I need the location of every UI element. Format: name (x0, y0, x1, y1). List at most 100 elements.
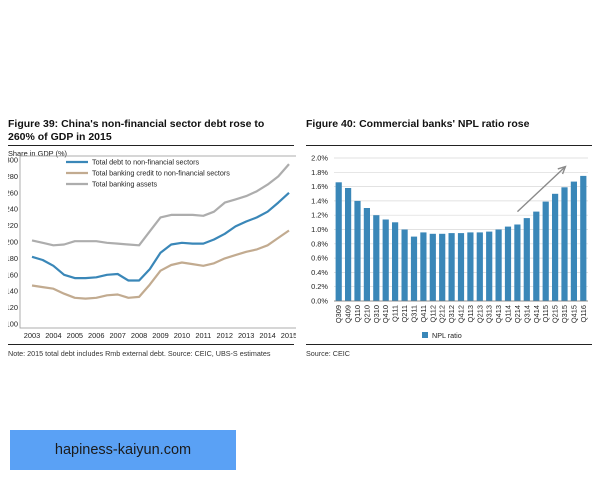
x-tick-label: 2007 (109, 331, 125, 340)
bar-Q414 (533, 211, 540, 301)
x-tick-label: Q411 (419, 305, 428, 323)
bar-Q413 (495, 229, 502, 301)
x-tick-label: Q410 (381, 305, 390, 323)
bar-Q113 (467, 232, 474, 301)
x-tick-label: 2013 (238, 331, 254, 340)
bar-Q111 (392, 222, 399, 301)
bar-Q309 (335, 182, 342, 301)
x-tick-label: 2004 (45, 331, 61, 340)
bar-Q112 (429, 233, 436, 301)
x-tick-label: Q113 (466, 305, 475, 323)
x-tick-label: Q412 (457, 305, 466, 323)
y-tick-label: 280 (8, 172, 18, 181)
bar-Q410 (382, 219, 389, 301)
bar-Q212 (439, 233, 446, 301)
figure-39-title: Figure 39: China's non-financial sector … (8, 118, 265, 143)
legend-swatch (422, 332, 428, 338)
x-tick-label: Q110 (353, 305, 362, 323)
x-tick-label: Q414 (532, 305, 541, 323)
y-tick-label: 1.8% (311, 168, 328, 177)
y-tick-label: 0.2% (311, 282, 328, 291)
figure-40-top-rule (306, 145, 592, 146)
figure-39-bottom-rule (8, 344, 294, 345)
y-tick-label: 240 (8, 205, 18, 214)
bar-Q210 (363, 208, 370, 301)
series-line-3 (31, 163, 290, 247)
x-tick-label: 2010 (174, 331, 190, 340)
figure-40-note: Source: CEIC (306, 349, 350, 358)
x-tick-label: Q213 (475, 305, 484, 323)
figure-40-chart: 0.0% 0.2% 0.4% 0.6% 0.8% 1.0% 1.2% 1.4% 1.6% 1.8%… (311, 154, 588, 340)
bar-Q314 (523, 218, 530, 301)
y-tick-label: 0.4% (311, 268, 328, 277)
y-tick-label: 1.0% (311, 225, 328, 234)
x-tick-label: Q409 (344, 305, 353, 323)
x-tick-label: Q312 (447, 305, 456, 323)
legend-label-1: Total debt to non-financial sectors (92, 158, 199, 167)
x-tick-label: Q314 (522, 305, 531, 323)
x-tick-label: Q415 (569, 305, 578, 323)
bar-Q411 (420, 232, 427, 301)
legend-label-3: Total banking assets (92, 180, 158, 189)
bar-Q310 (373, 215, 380, 301)
x-tick-label: Q116 (579, 305, 588, 323)
bar-Q312 (448, 233, 455, 301)
bar-Q409 (345, 188, 352, 301)
bar-Q114 (504, 226, 512, 301)
y-tick-label: 120 (8, 303, 18, 312)
x-tick-label: 2008 (131, 331, 147, 340)
plot-frame (19, 155, 296, 329)
y-tick-label: 1.2% (311, 211, 328, 220)
y-tick-label: 0.6% (311, 254, 328, 263)
x-tick-label: Q311 (409, 305, 418, 323)
bar-Q214 (514, 224, 521, 301)
x-tick-label: 2014 (259, 331, 275, 340)
x-tick-label: Q215 (551, 305, 560, 323)
series-line-2 (31, 229, 290, 300)
x-tick-label: Q214 (513, 305, 522, 323)
figure-39-note: Note: 2015 total debt includes Rmb exter… (8, 349, 271, 358)
bar-Q110 (354, 200, 361, 301)
y-tick-label: 300 (8, 156, 18, 165)
x-tick-label: 2006 (88, 331, 104, 340)
legend-label-2: Total banking credit to non-financial se… (92, 169, 230, 178)
y-tick-label: 180 (8, 254, 18, 263)
x-tick-label: Q413 (494, 305, 503, 323)
bar-Q415 (570, 181, 577, 301)
x-tick-label: 2003 (24, 331, 40, 340)
bar-Q311 (410, 236, 418, 301)
y-axis-label: Share in GDP (%) (8, 149, 67, 158)
x-tick-label: Q309 (334, 305, 343, 323)
y-tick-label: 260 (8, 188, 18, 197)
watermark-banner-text: hapiness-kaiyun.com (54, 442, 192, 458)
x-tick-label: 2011 (195, 331, 211, 340)
bar-Q315 (561, 187, 568, 301)
y-tick-label: 200 (8, 238, 18, 247)
x-tick-label: 2012 (217, 331, 233, 340)
x-tick-label: Q114 (504, 305, 513, 323)
x-tick-label: Q315 (560, 305, 569, 323)
figure-39-chart: Share in GDP (%) 100 120 140 160 180 200 220 240… (8, 149, 296, 340)
x-tick-label: Q211 (400, 305, 409, 323)
series-line-1 (31, 191, 290, 282)
bar-Q211 (401, 229, 408, 301)
y-tick-label: 220 (8, 221, 18, 230)
y-tick-label: 100 (8, 320, 18, 329)
x-tick-label: Q111 (391, 305, 400, 322)
bar-Q215 (552, 193, 559, 302)
y-tick-label: 1.6% (311, 182, 328, 191)
bar-Q213 (476, 232, 483, 301)
figure-40-bottom-rule (306, 344, 592, 345)
trend-arrow-head (557, 165, 567, 175)
x-tick-label: Q212 (438, 305, 447, 323)
bar-Q412 (457, 233, 465, 301)
legend-label: NPL ratio (432, 331, 462, 340)
bar-Q313 (486, 231, 493, 301)
x-tick-label: 2009 (152, 331, 168, 340)
x-tick-label: 2015 (281, 331, 296, 340)
x-tick-label: Q112 (428, 305, 437, 323)
trend-arrow-shaft (516, 166, 566, 213)
x-tick-label: Q210 (362, 305, 371, 323)
y-tick-label: 0.8% (311, 239, 328, 248)
y-tick-label: 2.0% (311, 154, 328, 163)
